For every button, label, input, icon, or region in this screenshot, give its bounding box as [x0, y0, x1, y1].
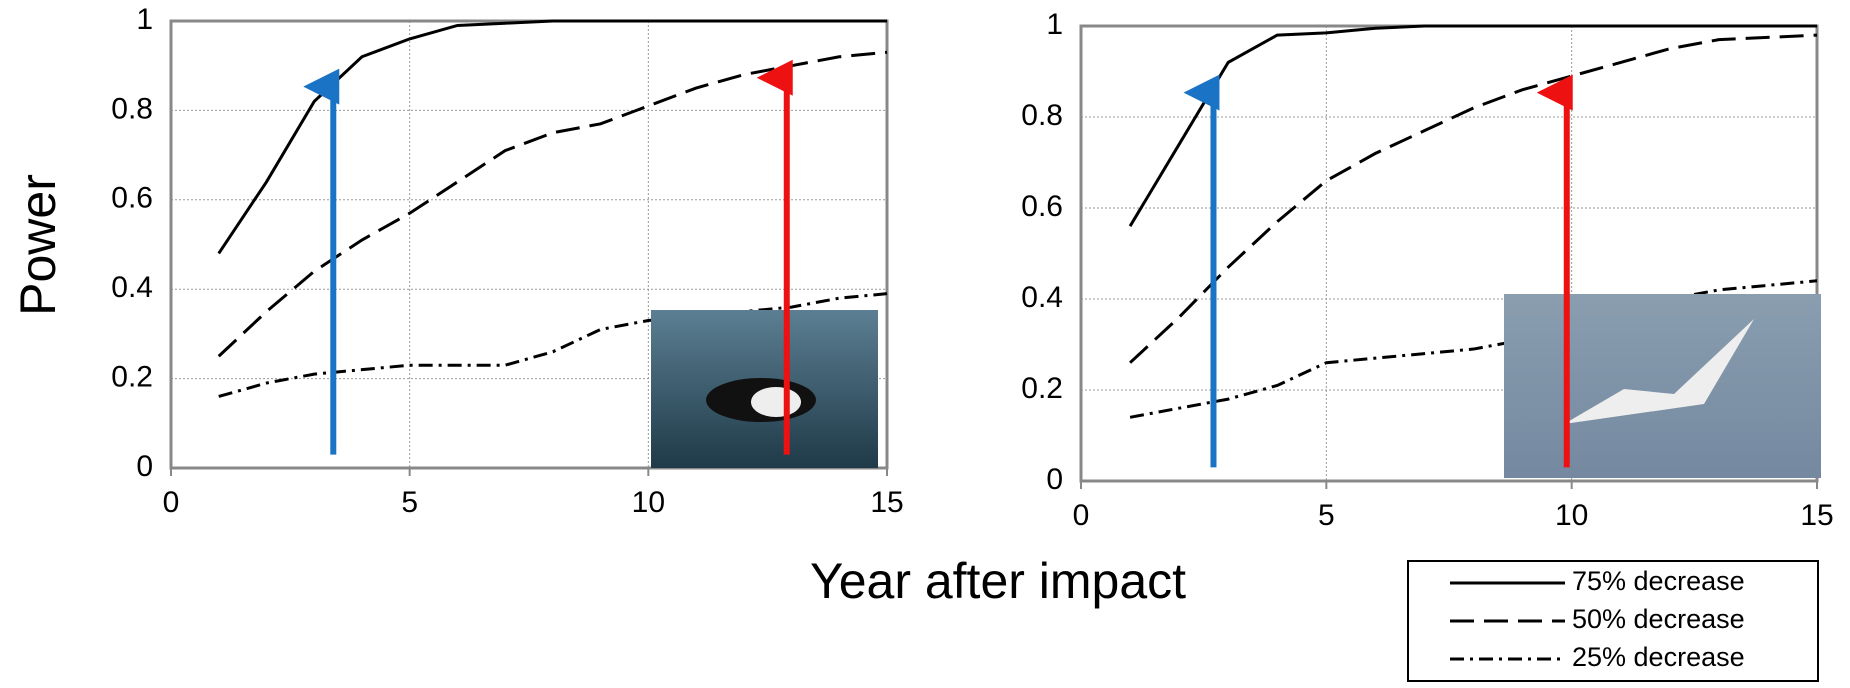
x-tick-label: 15	[1800, 499, 1833, 532]
y-tick-label: 0.2	[1021, 372, 1063, 405]
y-tick-label: 0	[136, 450, 153, 483]
x-tick-label: 5	[1318, 499, 1335, 532]
x-tick-label: 15	[870, 486, 903, 519]
x-tick-label: 5	[401, 486, 418, 519]
x-tick-label: 0	[1073, 499, 1090, 532]
y-tick-label: 0.4	[111, 271, 153, 304]
photo	[1504, 294, 1821, 478]
y-tick-label: 1	[1046, 8, 1063, 41]
legend-box	[1407, 560, 1819, 682]
x-tick-label: 0	[163, 486, 180, 519]
x-axis-title: Year after impact	[810, 553, 1186, 609]
series-line	[218, 292, 888, 398]
y-tick-label: 0.4	[1021, 281, 1063, 314]
y-tick-label: 0.2	[111, 361, 153, 394]
x-tick-label: 10	[1555, 499, 1588, 532]
series-line	[1129, 33, 1818, 364]
series-line	[217, 50, 888, 358]
y-tick-label: 0.6	[111, 182, 153, 215]
x-tick-label: 10	[632, 486, 665, 519]
y-tick-label: 0.6	[1021, 190, 1063, 223]
plot-right: 00.20.40.60.810 5 10 15	[1021, 8, 1833, 532]
legend-label: 75% decrease	[1572, 566, 1745, 596]
y-tick-label: 0.8	[1021, 99, 1063, 132]
y-tick-label: 0	[1046, 463, 1063, 496]
series-line	[1129, 279, 1818, 419]
legend-label: 50% decrease	[1572, 604, 1745, 634]
photo-bird	[1564, 319, 1754, 424]
y-axis-title: Power	[10, 174, 66, 316]
plot-left: 00.20.40.60.810 5 10 15	[111, 3, 903, 519]
y-tick-label: 1	[136, 3, 153, 36]
series-line	[1128, 24, 1817, 227]
legend-label: 25% decrease	[1572, 642, 1745, 672]
y-tick-label: 0.8	[111, 92, 153, 125]
photo-bird	[751, 387, 801, 417]
